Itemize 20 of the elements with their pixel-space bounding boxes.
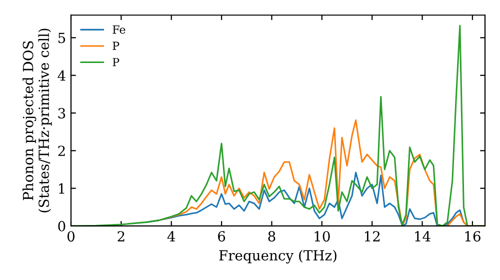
y-axis-title: Phonon projected DOS (States/THz·primitive cell) — [22, 28, 52, 212]
x-tick-label: 2 — [118, 231, 124, 242]
x-tick-label: 14 — [415, 231, 430, 242]
x-tick-label: 16 — [465, 231, 480, 242]
x-axis-title: Frequency (THz) — [219, 250, 336, 264]
y-tick-label: 5 — [58, 32, 66, 44]
x-tick-label: 8 — [268, 231, 276, 242]
x-tick-label: 4 — [167, 231, 176, 242]
x-tick-label: 6 — [218, 231, 226, 242]
y-tick-label: 0 — [58, 220, 66, 232]
legend-label: P — [112, 42, 120, 50]
legend-label: Fe — [112, 25, 126, 34]
x-tick-label: 10 — [314, 231, 330, 242]
x-tick-label: 0 — [67, 231, 74, 242]
x-tick-label: 12 — [364, 231, 380, 242]
y-tick-label: 1 — [58, 183, 64, 194]
y-tick-label: 2 — [58, 146, 65, 156]
y-tick-label: 3 — [58, 108, 66, 118]
legend-label: P — [112, 58, 120, 66]
y-tick-label: 4 — [58, 70, 66, 81]
